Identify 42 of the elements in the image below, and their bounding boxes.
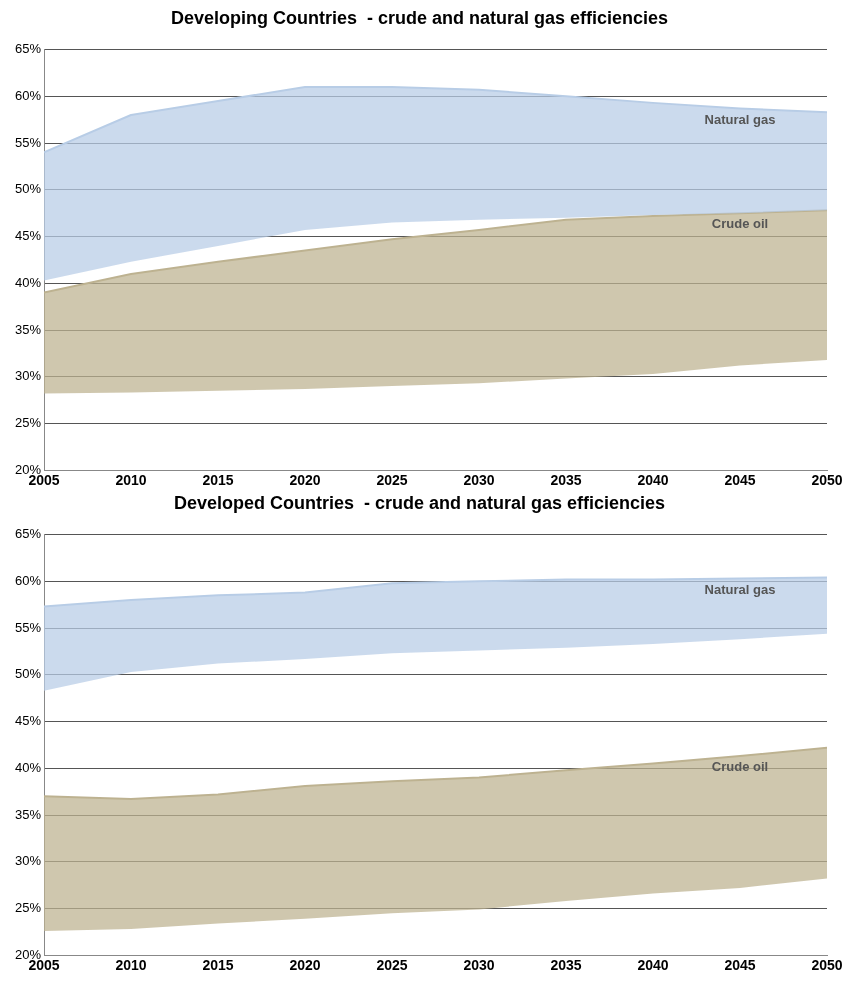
y-tick-label: 65% [14, 526, 42, 542]
x-tick-label: 2035 [550, 472, 582, 489]
x-tick-label: 2020 [289, 957, 321, 974]
x-tick-label: 2045 [724, 957, 756, 974]
y-tick-label: 60% [14, 572, 42, 588]
x-tick-label: 2050 [811, 472, 843, 489]
y-tick-label: 35% [14, 806, 42, 822]
x-tick-label: 2030 [463, 472, 495, 489]
y-tick-label: 50% [14, 666, 42, 682]
x-tick-label: 2035 [550, 957, 582, 974]
x-tick-label: 2040 [637, 472, 669, 489]
x-tick-label: 2025 [376, 472, 408, 489]
y-tick-label: 60% [14, 87, 42, 103]
y-tick-label: 45% [14, 713, 42, 729]
y-tick-label: 25% [14, 415, 42, 431]
x-tick-label: 2030 [463, 957, 495, 974]
y-tick-label: 65% [14, 41, 42, 57]
chart-title: Developed Countries - crude and natural gas efficiencies [173, 492, 666, 513]
y-tick-label: 55% [14, 619, 42, 635]
y-tick-label: 40% [14, 759, 42, 775]
x-tick-label: 2040 [637, 957, 669, 974]
series-label: Crude oil [711, 759, 769, 775]
y-tick-label: 55% [14, 134, 42, 150]
series-label: Natural gas [704, 581, 776, 597]
x-tick-label: 2015 [202, 472, 234, 489]
x-tick-label: 2025 [376, 957, 408, 974]
y-tick-label: 30% [14, 853, 42, 869]
series-label: Crude oil [711, 216, 769, 232]
y-tick-label: 30% [14, 368, 42, 384]
x-tick-label: 2045 [724, 472, 756, 489]
y-tick-label: 35% [14, 321, 42, 337]
y-tick-label: 50% [14, 181, 42, 197]
x-tick-label: 2050 [811, 957, 843, 974]
y-tick-label: 45% [14, 228, 42, 244]
x-tick-label: 2015 [202, 957, 234, 974]
series-label: Natural gas [704, 111, 776, 127]
x-tick-label: 2010 [115, 957, 147, 974]
chart-title: Developing Countries - crude and natural gas efficiencies [170, 7, 669, 28]
y-tick-label: 40% [14, 274, 42, 290]
y-tick-label: 25% [14, 900, 42, 916]
x-tick-label: 2010 [115, 472, 147, 489]
x-tick-label: 2020 [289, 472, 321, 489]
